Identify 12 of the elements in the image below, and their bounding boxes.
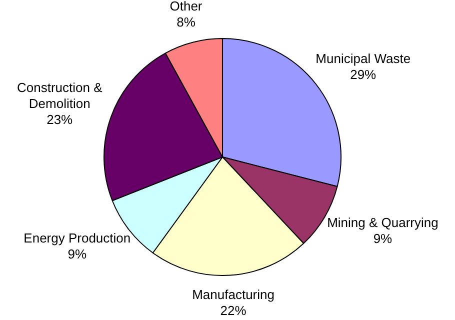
slice-label: Other [170, 0, 203, 14]
data-label: 8% [176, 14, 196, 30]
data-label: 29% [350, 66, 377, 82]
slice-label: Mining & Quarrying [327, 215, 438, 230]
slice-label: Manufacturing [192, 286, 274, 302]
slice-label: Energy Production [24, 230, 131, 246]
slice-label: Municipal Waste [316, 50, 411, 66]
data-label: 9% [373, 231, 393, 246]
data-label: 23% [46, 112, 74, 128]
slice-label: Construction & Demolition [16, 80, 103, 112]
data-label: 22% [220, 302, 247, 318]
data-label: 9% [68, 246, 87, 262]
